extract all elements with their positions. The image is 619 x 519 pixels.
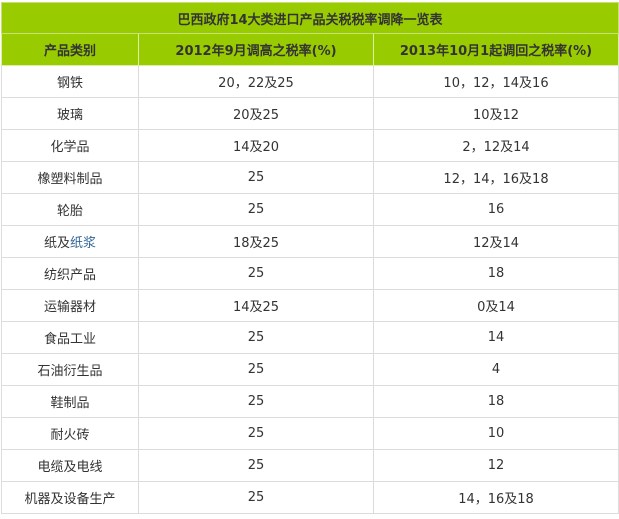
cell-rate-2013: 18	[372, 257, 619, 290]
category-link[interactable]: 纸浆	[70, 236, 97, 251]
cell-rate-2013: 18	[372, 385, 619, 418]
cell-rate-2012: 25	[138, 353, 374, 386]
cell-rate-2012: 20，22及25	[138, 65, 374, 98]
table-row: 鞋制品 25 18	[1, 385, 619, 418]
cell-category: 纸及纸浆	[1, 225, 139, 258]
cell-rate-2013: 0及14	[372, 289, 619, 322]
table-row: 钢铁 20，22及25 10，12，14及16	[1, 65, 619, 98]
cell-rate-2013: 16	[372, 193, 619, 226]
table-row: 橡塑料制品 25 12，14，16及18	[1, 161, 619, 194]
cell-rate-2012: 25	[138, 385, 374, 418]
table-title: 巴西政府14大类进口产品关税税率调降一览表	[0, 2, 619, 34]
cell-category: 食品工业	[1, 321, 139, 354]
cell-category: 石油衍生品	[1, 353, 139, 386]
header-rate-2013: 2013年10月1起调回之税率(%)	[372, 33, 619, 66]
cell-rate-2012: 14及20	[138, 129, 374, 162]
cell-rate-2012: 25	[138, 257, 374, 290]
cell-rate-2012: 25	[138, 321, 374, 354]
cell-rate-2013: 12	[372, 449, 619, 482]
cell-rate-2013: 10	[372, 417, 619, 450]
cell-category: 轮胎	[1, 193, 139, 226]
cell-category: 运输器材	[1, 289, 139, 322]
table-row: 轮胎 25 16	[1, 193, 619, 226]
cell-rate-2012: 18及25	[138, 225, 374, 258]
header-category: 产品类别	[1, 33, 139, 66]
cell-category: 耐火砖	[1, 417, 139, 450]
cell-rate-2013: 10，12，14及16	[372, 65, 619, 98]
table-row: 机器及设备生产 25 14，16及18	[1, 481, 619, 514]
cell-category: 橡塑料制品	[1, 161, 139, 194]
table-row: 石油衍生品 25 4	[1, 353, 619, 386]
cell-rate-2012: 25	[138, 417, 374, 450]
cell-category: 电缆及电线	[1, 449, 139, 482]
cell-rate-2013: 14，16及18	[372, 481, 619, 514]
table-row: 食品工业 25 14	[1, 321, 619, 354]
table-row: 纺织产品 25 18	[1, 257, 619, 290]
cell-rate-2013: 10及12	[372, 97, 619, 130]
cell-rate-2013: 12，14，16及18	[372, 161, 619, 194]
cell-category: 钢铁	[1, 65, 139, 98]
table-row: 纸及纸浆 18及25 12及14	[1, 225, 619, 258]
cell-rate-2012: 25	[138, 481, 374, 514]
cell-category: 玻璃	[1, 97, 139, 130]
cell-rate-2013: 12及14	[372, 225, 619, 258]
cell-rate-2012: 14及25	[138, 289, 374, 322]
cell-category: 化学品	[1, 129, 139, 162]
cell-rate-2012: 20及25	[138, 97, 374, 130]
cell-category: 机器及设备生产	[1, 481, 139, 514]
cell-rate-2013: 4	[372, 353, 619, 386]
cell-category: 鞋制品	[1, 385, 139, 418]
cell-rate-2013: 2，12及14	[372, 129, 619, 162]
table-row: 运输器材 14及25 0及14	[1, 289, 619, 322]
cell-rate-2012: 25	[138, 193, 374, 226]
header-rate-2012: 2012年9月调高之税率(%)	[138, 33, 374, 66]
cell-rate-2013: 14	[372, 321, 619, 354]
table-row: 玻璃 20及25 10及12	[1, 97, 619, 130]
table-row: 电缆及电线 25 12	[1, 449, 619, 482]
cell-category: 纺织产品	[1, 257, 139, 290]
table-row: 化学品 14及20 2，12及14	[1, 129, 619, 162]
cell-rate-2012: 25	[138, 161, 374, 194]
cell-rate-2012: 25	[138, 449, 374, 482]
table-row: 耐火砖 25 10	[1, 417, 619, 450]
